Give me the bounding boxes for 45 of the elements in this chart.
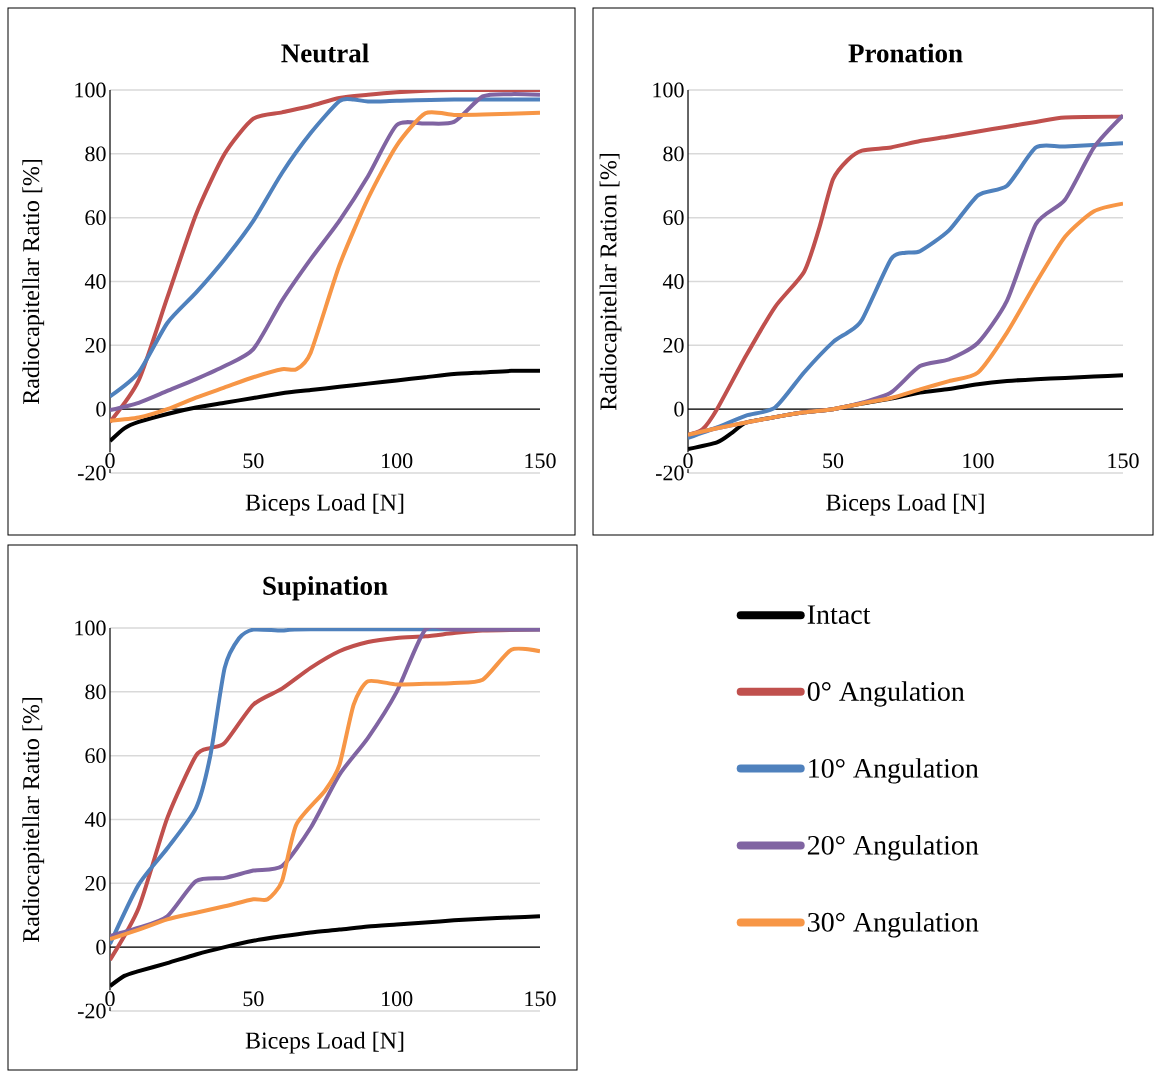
x-tick-label: 150 [525,991,556,1007]
x-tick-label: 50 [243,453,264,469]
y-tick-label: 80 [663,146,684,162]
line-series [688,201,1124,437]
x-tick-label: 150 [525,453,556,469]
legend-label: 30° Angulation [808,912,979,938]
y-tick-label: 0 [96,939,106,955]
x-axis-title: Biceps Load [N] [826,493,984,516]
y-tick-label: -20 [77,465,106,481]
x-tick-label: 50 [243,991,264,1007]
y-tick-label: 80 [85,684,106,700]
y-tick-label: 40 [84,274,106,289]
y-tick-label: 0 [674,401,684,417]
y-tick-label: 100 [75,620,106,636]
x-tick-label: 150 [1108,453,1139,469]
chart-title: Supination [263,575,388,601]
y-tick-label: 100 [653,82,684,98]
legend-label: 0° Angulation [807,681,965,707]
x-tick-label: 100 [382,991,413,1007]
x-tick-label: 100 [382,453,413,469]
y-tick-label: -20 [77,1003,106,1019]
y-tick-label: 40 [662,274,684,289]
y-tick-label: 60 [663,210,684,226]
y-tick-label: 100 [75,82,106,98]
y-axis-title: Radiocapitellar Ration [%] [599,153,622,411]
chart-title: Neutral [281,43,369,63]
y-tick-label: 20 [85,875,106,891]
y-axis-title: Radiocapitellar Ratio [%] [22,159,45,405]
legend-label: Intact [807,605,871,624]
y-tick-label: -20 [655,465,684,481]
x-axis-title: Biceps Load [N] [245,1031,404,1054]
chart-title: Pronation [848,43,963,63]
y-tick-label: 40 [84,812,106,827]
legend-label: 20° Angulation [807,835,979,861]
y-axis-title: Radiocapitellar Ratio [%] [22,697,45,943]
y-tick-label: 60 [85,210,106,226]
y-tick-label: 0 [96,401,106,417]
y-tick-label: 20 [663,337,684,353]
x-axis-title: Biceps Load [N] [245,493,404,516]
legend-label: 10° Angulation [809,758,979,784]
x-tick-label: 50 [823,453,844,469]
y-tick-label: 20 [85,337,106,353]
y-tick-label: 60 [85,748,106,764]
x-tick-label: 100 [963,453,994,469]
y-tick-label: 80 [85,146,106,162]
